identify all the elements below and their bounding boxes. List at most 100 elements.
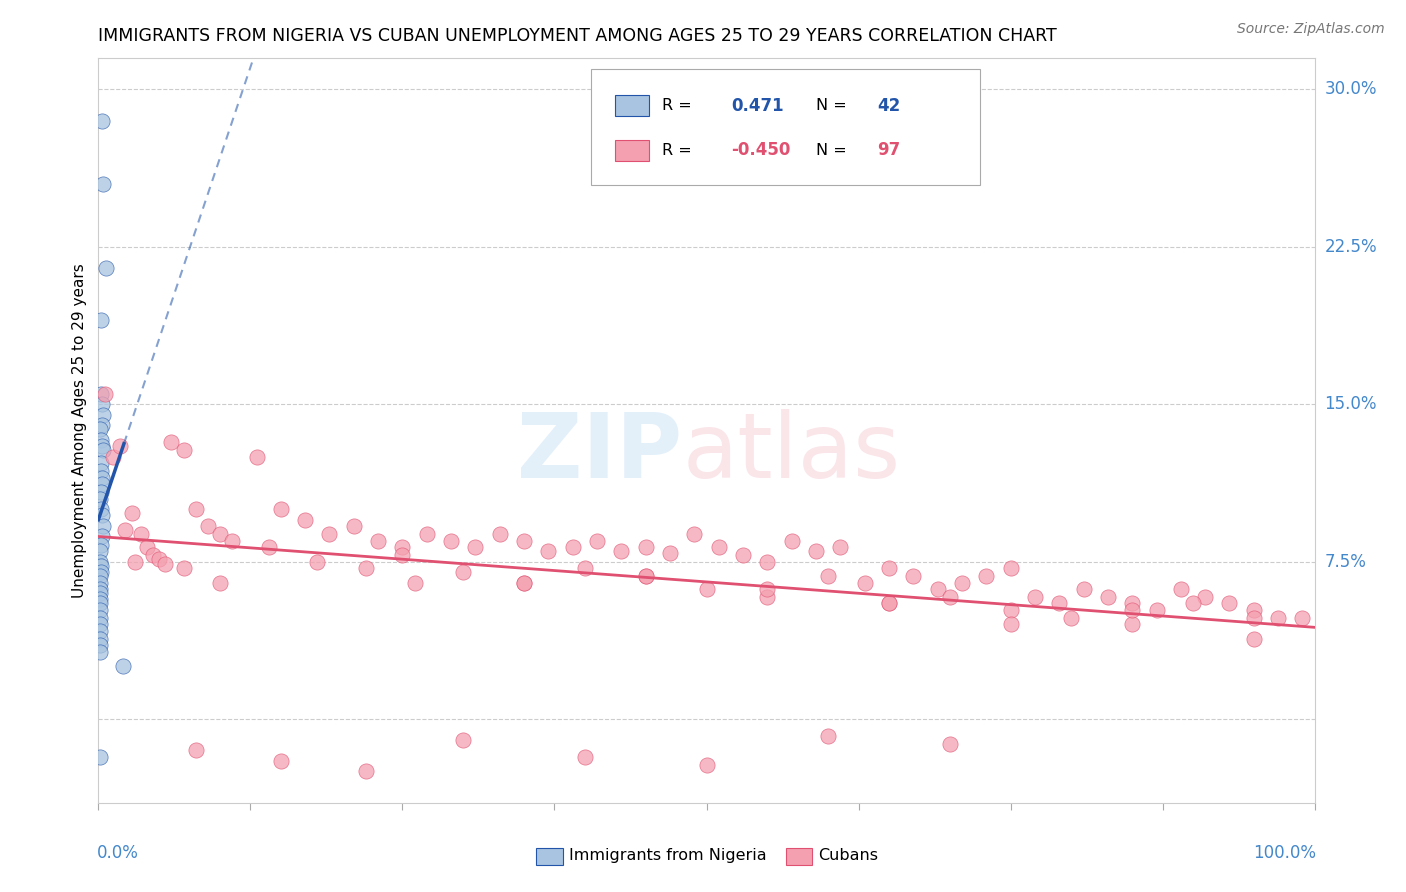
Point <box>148 552 170 566</box>
Point <box>318 527 340 541</box>
Point <box>121 506 143 520</box>
Point <box>91 397 114 411</box>
Point <box>939 737 962 751</box>
Point <box>155 557 177 571</box>
Point <box>659 546 682 560</box>
Point <box>173 561 195 575</box>
Point <box>91 519 114 533</box>
Point <box>561 540 583 554</box>
Point <box>270 502 292 516</box>
Point <box>1097 590 1119 604</box>
Text: 7.5%: 7.5% <box>1324 552 1367 571</box>
Point <box>1267 611 1289 625</box>
Point <box>1024 590 1046 604</box>
Point <box>90 502 112 516</box>
Point <box>354 764 377 779</box>
Point <box>1291 611 1313 625</box>
Text: IMMIGRANTS FROM NIGERIA VS CUBAN UNEMPLOYMENT AMONG AGES 25 TO 29 YEARS CORRELAT: IMMIGRANTS FROM NIGERIA VS CUBAN UNEMPLO… <box>98 28 1057 45</box>
Point <box>136 540 159 554</box>
Point <box>184 743 207 757</box>
Point <box>1121 603 1143 617</box>
Point <box>1218 597 1240 611</box>
Point <box>1146 603 1168 617</box>
Point <box>817 729 839 743</box>
Point <box>974 569 997 583</box>
Point <box>537 544 560 558</box>
Point <box>391 540 413 554</box>
Point <box>101 450 124 464</box>
Point <box>89 597 111 611</box>
Point <box>89 575 111 590</box>
Point <box>707 540 730 554</box>
Point <box>89 586 111 600</box>
Point <box>91 177 114 191</box>
Point <box>91 418 114 433</box>
Point <box>197 519 219 533</box>
Text: N =: N = <box>815 143 846 158</box>
Point <box>89 749 111 764</box>
Point <box>586 533 609 548</box>
Text: 97: 97 <box>877 141 900 160</box>
Point <box>111 659 134 673</box>
Point <box>488 527 510 541</box>
Point <box>270 754 292 768</box>
Point <box>513 575 536 590</box>
Point <box>416 527 439 541</box>
Point <box>683 527 706 541</box>
Point <box>1243 603 1265 617</box>
Point <box>93 386 115 401</box>
Point <box>142 548 165 562</box>
Point <box>94 260 117 275</box>
Point <box>731 548 754 562</box>
Point <box>129 527 152 541</box>
Point <box>513 575 536 590</box>
Point <box>1073 582 1095 596</box>
Point <box>756 590 779 604</box>
Point <box>780 533 803 548</box>
Point <box>294 512 316 526</box>
Point <box>610 544 633 558</box>
Point <box>89 582 111 596</box>
Point <box>877 597 900 611</box>
Point <box>91 443 114 458</box>
Point <box>89 422 111 436</box>
Point <box>90 485 112 500</box>
Point <box>160 434 183 449</box>
Point <box>1243 632 1265 647</box>
Text: 100.0%: 100.0% <box>1253 844 1316 862</box>
Text: R =: R = <box>661 98 692 113</box>
Text: 0.471: 0.471 <box>731 96 783 115</box>
Text: Cubans: Cubans <box>818 848 879 863</box>
Point <box>89 617 111 632</box>
Point <box>91 408 114 422</box>
Point <box>950 575 973 590</box>
Point <box>91 476 114 491</box>
Point <box>89 569 111 583</box>
Point <box>756 582 779 596</box>
Point <box>1243 611 1265 625</box>
Point <box>830 540 852 554</box>
Point <box>1047 597 1070 611</box>
Point <box>1121 617 1143 632</box>
Point <box>89 611 111 625</box>
Text: atlas: atlas <box>682 409 900 497</box>
Point <box>853 575 876 590</box>
Text: 0.0%: 0.0% <box>97 844 139 862</box>
Point <box>89 491 111 506</box>
Point <box>91 114 114 128</box>
Point <box>1194 590 1216 604</box>
Point <box>927 582 949 596</box>
Point <box>90 558 112 573</box>
Point <box>367 533 389 548</box>
Bar <box>786 848 813 864</box>
Point <box>343 519 366 533</box>
Y-axis label: Unemployment Among Ages 25 to 29 years: Unemployment Among Ages 25 to 29 years <box>72 263 87 598</box>
Point <box>307 555 329 569</box>
Point <box>184 502 207 516</box>
Point <box>89 624 111 638</box>
Point <box>877 561 900 575</box>
Point <box>696 582 718 596</box>
Point <box>110 439 132 453</box>
FancyBboxPatch shape <box>591 70 980 185</box>
Point <box>464 540 486 554</box>
